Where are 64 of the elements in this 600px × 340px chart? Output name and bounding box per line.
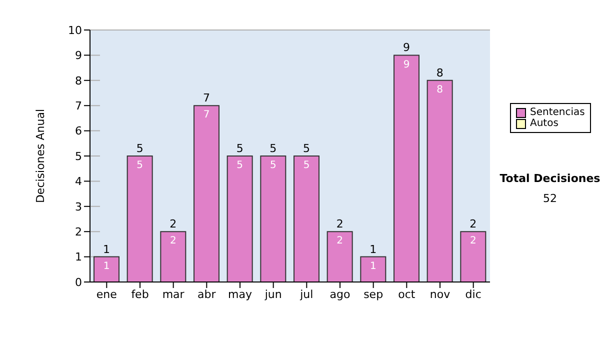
y-tick-label: 0 xyxy=(75,276,82,289)
bar xyxy=(360,256,386,282)
total-label: 5 xyxy=(236,142,244,155)
bar xyxy=(326,231,353,282)
x-tick-label: oct xyxy=(398,288,416,301)
y-tick-label: 7 xyxy=(75,100,82,113)
total-label: 8 xyxy=(436,66,444,80)
bar xyxy=(460,231,486,282)
x-tick-label: jun xyxy=(264,288,282,301)
total-label: 5 xyxy=(303,142,310,155)
y-tick-label: 10 xyxy=(68,24,82,37)
text: 52 xyxy=(542,192,558,205)
data-label: 9 xyxy=(403,59,410,70)
x-tick-label: nov xyxy=(430,288,451,301)
data-label: 7 xyxy=(203,110,210,121)
x-tick-label: ene xyxy=(96,288,118,301)
bar xyxy=(160,231,186,282)
bar xyxy=(94,256,120,282)
legend-label: Autos xyxy=(530,118,558,129)
total-label: 1 xyxy=(103,242,110,256)
total-label: 1 xyxy=(370,242,377,256)
x-tick-label: abr xyxy=(198,288,216,301)
y-tick-label: 6 xyxy=(75,124,82,138)
data-label: 1 xyxy=(370,260,376,272)
total-label: 5 xyxy=(136,142,144,155)
y-tick-label: 4 xyxy=(75,175,82,188)
total-label: 2 xyxy=(170,218,177,231)
data-label: 2 xyxy=(336,236,344,247)
x-tick-label: feb xyxy=(131,288,149,301)
data-label: 5 xyxy=(236,160,244,172)
y-tick-label: 9 xyxy=(75,49,82,62)
data-label: 5 xyxy=(270,160,276,172)
total-label: 2 xyxy=(470,218,477,231)
x-tick-label: jul xyxy=(299,288,314,301)
total-label: 7 xyxy=(203,92,210,105)
total-label: 9 xyxy=(403,41,410,54)
data-label: 5 xyxy=(303,160,310,172)
x-tick-label: ago xyxy=(330,288,350,301)
y-axis-title: Decisiones Anual xyxy=(34,108,47,204)
data-label: 1 xyxy=(103,260,110,272)
y-tick-label: 1 xyxy=(75,250,82,264)
x-tick-label: mar xyxy=(162,288,185,301)
bar xyxy=(126,156,153,282)
data-label: 2 xyxy=(470,236,476,247)
y-tick-label: 3 xyxy=(75,200,82,214)
x-tick-label: dic xyxy=(465,288,482,301)
bar xyxy=(226,156,253,282)
total-label: 2 xyxy=(336,218,344,231)
bar xyxy=(194,105,220,282)
y-tick-label: 8 xyxy=(75,74,82,88)
data-label: 5 xyxy=(136,160,144,172)
total-label: 5 xyxy=(270,142,277,155)
y-tick-label: 2 xyxy=(75,226,82,239)
data-label: 2 xyxy=(170,236,176,247)
x-tick-label: sep xyxy=(364,288,384,301)
text: Total Decisiones xyxy=(498,172,600,185)
bar xyxy=(394,54,420,282)
bar xyxy=(294,156,320,282)
bar xyxy=(260,156,286,282)
bar xyxy=(426,80,453,282)
legend-label: Sentencias xyxy=(530,107,585,118)
x-tick-label: may xyxy=(228,288,252,301)
data-label: 8 xyxy=(436,84,444,96)
y-tick-label: 5 xyxy=(75,150,82,163)
